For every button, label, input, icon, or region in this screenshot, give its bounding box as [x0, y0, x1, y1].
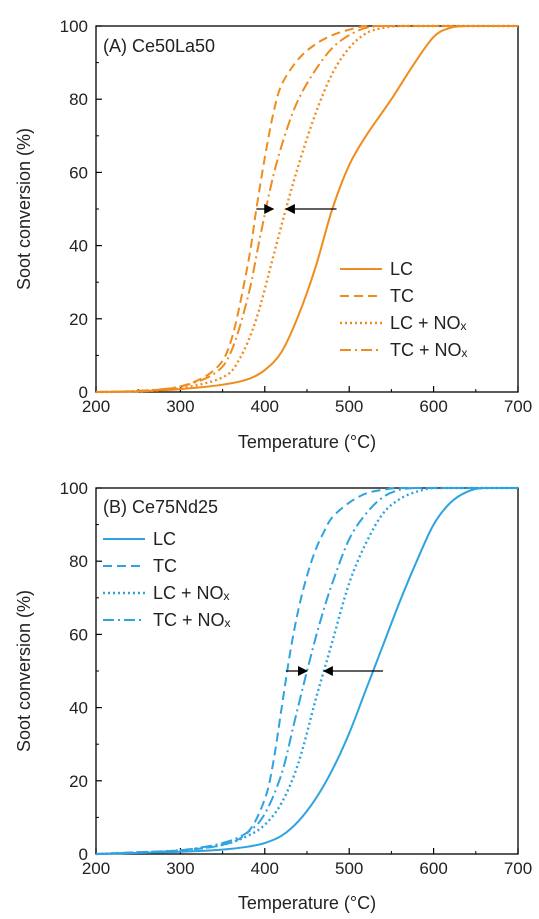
chart-panel-a: (A) Ce50La50 Temperature (°C) Soot conve…: [14, 17, 532, 452]
chart-panel-b: (B) Ce75Nd25 Temperature (°C) Soot conve…: [14, 479, 532, 913]
axis-ticks: 200 300 400 500 600 700 0 20 40 60 80 100: [60, 479, 533, 878]
x-tick-label: 400: [251, 859, 279, 878]
x-axis-label: Temperature (°C): [238, 432, 376, 452]
x-tick-label: 200: [82, 859, 110, 878]
x-tick-label: 500: [335, 859, 363, 878]
x-tick-label: 300: [166, 859, 194, 878]
x-tick-label: 500: [335, 397, 363, 416]
legend-label-1: TC: [153, 556, 177, 576]
x-tick-label: 300: [166, 397, 194, 416]
x-tick-label: 400: [251, 397, 279, 416]
legend-label-3: TC + NOₓ: [153, 610, 231, 630]
legend: LC TC LC + NOₓ TC + NOₓ: [340, 259, 468, 360]
legend: LC TC LC + NOₓ TC + NOₓ: [103, 529, 231, 630]
y-tick-label: 40: [69, 237, 88, 256]
panel-label: (B) Ce75Nd25: [103, 497, 218, 517]
y-tick-label: 0: [79, 383, 88, 402]
panel-label: (A) Ce50La50: [103, 36, 215, 56]
legend-label-1: TC: [390, 286, 414, 306]
y-tick-label: 0: [79, 845, 88, 864]
y-tick-label: 60: [69, 625, 88, 644]
y-tick-label: 80: [69, 90, 88, 109]
series-line-0: [95, 487, 518, 855]
x-tick-label: 600: [419, 397, 447, 416]
y-tick-label: 20: [69, 310, 88, 329]
y-tick-label: 100: [60, 479, 88, 498]
y-tick-label: 40: [69, 699, 88, 718]
y-tick-label: 60: [69, 163, 88, 182]
y-axis-label: Soot conversion (%): [14, 128, 34, 290]
y-tick-label: 100: [60, 17, 88, 36]
x-tick-label: 600: [419, 859, 447, 878]
x-tick-label: 200: [82, 397, 110, 416]
series-group: [95, 24, 518, 394]
legend-label-3: TC + NOₓ: [390, 340, 468, 360]
x-axis-label: Temperature (°C): [238, 893, 376, 913]
y-tick-label: 80: [69, 552, 88, 571]
legend-label-2: LC + NOₓ: [153, 583, 230, 603]
y-axis-label: Soot conversion (%): [14, 590, 34, 752]
x-tick-label: 700: [504, 397, 532, 416]
legend-label-2: LC + NOₓ: [390, 313, 467, 333]
legend-label-0: LC: [153, 529, 176, 549]
y-tick-label: 20: [69, 772, 88, 791]
series-line-3: [95, 486, 518, 855]
legend-label-0: LC: [390, 259, 413, 279]
series-line-3: [95, 24, 518, 393]
x-tick-label: 700: [504, 859, 532, 878]
